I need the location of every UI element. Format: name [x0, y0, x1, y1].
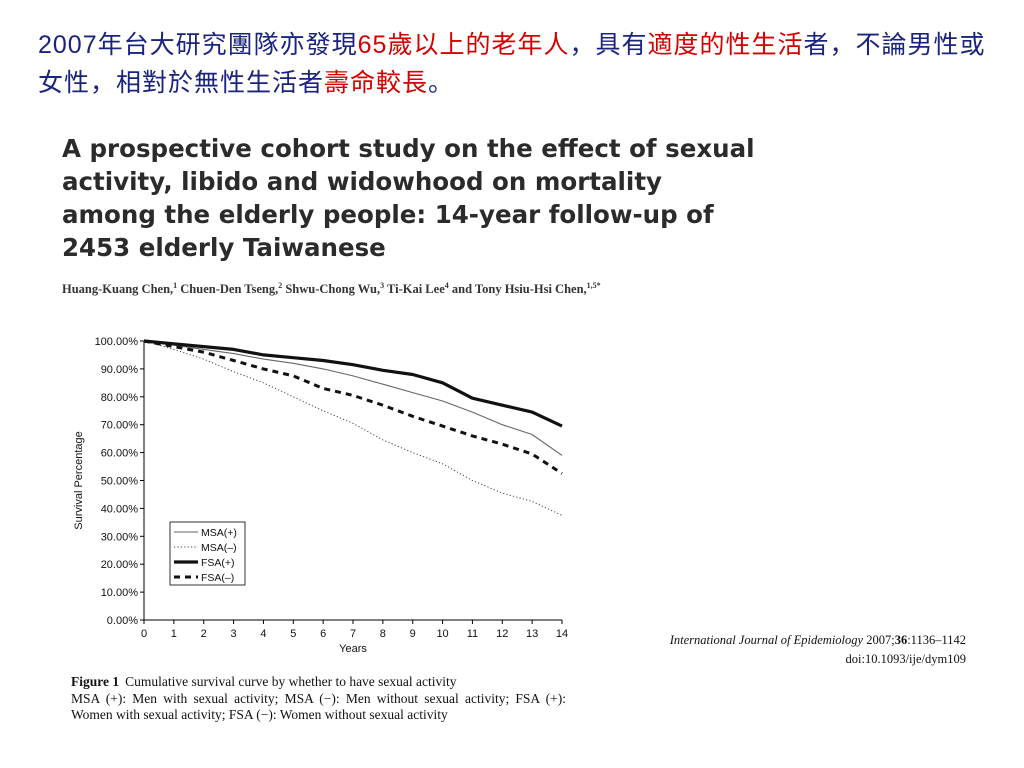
author-2: Chuen-Den Tseng,: [177, 282, 279, 297]
y-tick-label: 80.00%: [101, 392, 139, 404]
series-line-fsa-2: [143, 339, 563, 428]
x-tick-label: 7: [350, 628, 356, 640]
caption-line-1: Cumulative survival curve by whether to …: [125, 674, 457, 689]
y-tick-label: 70.00%: [101, 420, 139, 432]
x-tick-label: 10: [436, 628, 448, 640]
chart-axes: 0.00% 10.00% 20.00% 30.00% 40.00% 50.00% 60.00…: [73, 336, 568, 655]
author-5-affil: 1,5*: [586, 281, 601, 290]
slide-headline: 2007年台大研究團隊亦發現65歲以上的老年人，具有適度的性生活者，不論男性或女…: [38, 26, 998, 101]
y-tick-label: 40.00%: [101, 503, 139, 515]
chart-lines: [143, 339, 563, 516]
x-tick-label: 13: [526, 628, 538, 640]
author-3-affil: 3: [380, 281, 385, 290]
author-1: Huang-Kuang Chen,: [62, 282, 174, 297]
series-line-msa-0: [143, 340, 563, 456]
headline-elderly: 歲以上的老年人: [387, 30, 570, 59]
x-tick-label: 2: [201, 628, 207, 640]
headline-longevity: 壽命較長: [324, 68, 429, 97]
x-tick-label: 9: [410, 628, 416, 640]
author-1-affil: 1: [173, 281, 178, 290]
citation-pages: :1136–1142: [907, 633, 966, 647]
journal-citation: International Journal of Epidemiology 20…: [670, 631, 966, 669]
headline-text-1: 年台大研究團隊亦發現: [97, 30, 358, 59]
chart-legend: MSA(+) MSA(–) FSA(+) FSA(–): [169, 521, 246, 586]
paper-title: A prospective cohort study on the effect…: [62, 134, 755, 262]
author-2-affil: 2: [278, 281, 283, 290]
series-line-msa-1: [143, 340, 563, 516]
y-tick-label: 0.00%: [107, 615, 138, 627]
legend-label: FSA(–): [201, 572, 234, 584]
citation-volume: 36: [894, 633, 908, 647]
series-line-fsa-3: [143, 339, 563, 475]
x-tick-label: 12: [496, 628, 508, 640]
headline-year: 2007: [38, 31, 98, 59]
citation-year: 2007;: [866, 633, 895, 647]
citation-doi: doi:10.1093/ije/dym109: [845, 652, 966, 666]
citation-journal: International Journal of Epidemiology: [669, 633, 864, 647]
paper-authors: Huang-Kuang Chen,1 Chuen-Den Tseng,2 Shw…: [62, 281, 601, 297]
headline-text-3: 者，不論男性或女性，相對於無性生活者: [38, 30, 986, 97]
y-tick-label: 50.00%: [101, 476, 139, 488]
y-tick-label: 60.00%: [101, 448, 139, 460]
y-tick-label: 10.00%: [101, 587, 139, 599]
x-axis-label: Years: [339, 643, 367, 655]
figure-label: Figure 1: [71, 674, 120, 689]
author-5: and Tony Hsiu-Hsi Chen,: [448, 282, 587, 297]
headline-moderate-sex: 適度的性生活: [647, 30, 804, 59]
x-tick-label: 11: [467, 628, 478, 640]
x-tick-label: 5: [290, 628, 296, 640]
y-tick-label: 100.00%: [95, 336, 139, 348]
author-4: Ti-Kai Lee: [384, 282, 445, 297]
y-axis-label: Survival Percentage: [73, 431, 85, 529]
y-tick-label: 20.00%: [101, 559, 139, 571]
headline-text-2: ，具有: [569, 30, 648, 59]
legend-label: FSA(+): [201, 557, 235, 569]
survival-chart: 0.00% 10.00% 20.00% 30.00% 40.00% 50.00% 60.00…: [73, 336, 568, 655]
x-tick-label: 3: [231, 628, 237, 640]
headline-age: 65: [357, 31, 388, 59]
x-tick-label: 14: [556, 628, 568, 640]
x-tick-label: 4: [260, 628, 266, 640]
x-tick-label: 6: [320, 628, 326, 640]
legend-label: MSA(+): [201, 527, 237, 539]
legend-label: MSA(–): [201, 542, 237, 554]
caption-line-2: MSA (+): Men with sexual activity; MSA (…: [71, 690, 566, 723]
figure-caption: Figure 1 Cumulative survival curve by whe…: [71, 674, 566, 724]
x-tick-label: 1: [171, 628, 177, 640]
x-tick-label: 0: [141, 628, 147, 640]
author-3: Shwu-Chong Wu,: [282, 282, 381, 297]
x-tick-label: 8: [380, 628, 386, 640]
author-4-affil: 4: [444, 281, 449, 290]
y-tick-label: 30.00%: [101, 531, 139, 543]
headline-period: 。: [428, 68, 455, 97]
y-tick-label: 90.00%: [101, 364, 139, 376]
